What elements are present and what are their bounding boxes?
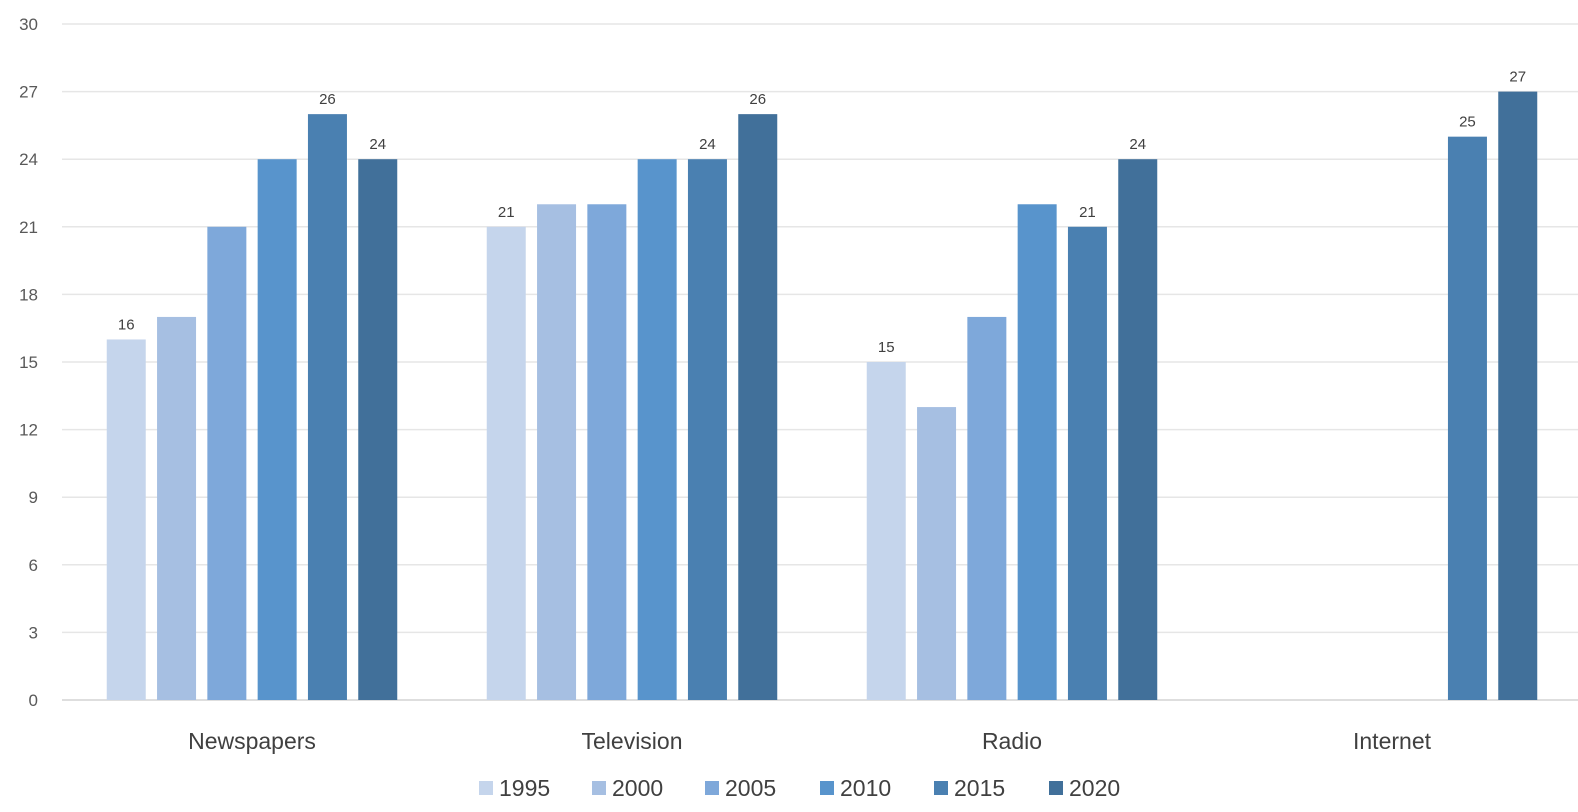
data-label: 26	[319, 91, 336, 108]
data-label: 15	[878, 339, 895, 356]
bar-television-2010	[637, 159, 677, 700]
bar-newspapers-2000	[157, 316, 197, 700]
bar-radio-2020	[1118, 159, 1158, 700]
data-label: 24	[1129, 136, 1146, 153]
legend-swatch-2000	[592, 781, 606, 795]
bar-television-1995	[486, 226, 526, 701]
bar-radio-2010	[1017, 204, 1057, 700]
y-tick-label: 3	[29, 623, 38, 642]
data-label: 26	[749, 91, 766, 108]
y-tick-label: 27	[19, 83, 38, 102]
x-tick-label-internet: Internet	[1353, 728, 1432, 754]
legend-label-2015: 2015	[954, 775, 1005, 801]
y-tick-label: 18	[19, 285, 38, 304]
bar-television-2005	[587, 204, 627, 700]
x-tick-label-radio: Radio	[982, 728, 1042, 754]
bar-radio-2000	[917, 407, 957, 700]
data-label: 24	[699, 136, 716, 153]
y-tick-label: 6	[29, 556, 38, 575]
data-label: 24	[369, 136, 386, 153]
bar-radio-1995	[866, 362, 906, 700]
x-tick-label-newspapers: Newspapers	[188, 728, 316, 754]
legend-swatch-1995	[479, 781, 493, 795]
legend: 1995 2000 2005 2010 2015 2020	[479, 775, 1120, 801]
y-tick-label: 24	[19, 150, 38, 169]
bar-newspapers-1995	[106, 339, 146, 700]
y-tick-label: 30	[19, 15, 38, 34]
bar-television-2020	[738, 114, 778, 701]
bar-newspapers-2015	[307, 114, 347, 701]
y-tick-label: 0	[29, 691, 38, 710]
bars	[106, 91, 1538, 701]
bar-radio-2005	[967, 316, 1007, 700]
data-label: 16	[118, 316, 135, 333]
data-label: 21	[498, 204, 515, 221]
x-axis-ticks: Newspapers Television Radio Internet	[188, 728, 1432, 754]
bar-newspapers-2020	[358, 159, 398, 700]
legend-label-1995: 1995	[499, 775, 550, 801]
legend-label-2000: 2000	[612, 775, 663, 801]
y-tick-label: 9	[29, 488, 38, 507]
legend-label-2020: 2020	[1069, 775, 1120, 801]
bar-television-2015	[687, 159, 727, 700]
data-label: 27	[1509, 69, 1526, 86]
y-axis-ticks: 0 3 6 9 12 15 18 21 24 27 30	[19, 15, 38, 710]
legend-swatch-2005	[705, 781, 719, 795]
bar-newspapers-2010	[257, 159, 297, 700]
legend-label-2005: 2005	[725, 775, 776, 801]
legend-swatch-2010	[820, 781, 834, 795]
data-label: 21	[1079, 204, 1096, 221]
y-tick-label: 15	[19, 353, 38, 372]
y-tick-label: 21	[19, 218, 38, 237]
legend-label-2010: 2010	[840, 775, 891, 801]
y-tick-label: 12	[19, 421, 38, 440]
legend-swatch-2020	[1049, 781, 1063, 795]
bar-radio-2015	[1067, 226, 1107, 701]
bar-television-2000	[537, 204, 577, 700]
data-label: 25	[1459, 114, 1476, 131]
legend-swatch-2015	[934, 781, 948, 795]
data-labels: 16 26 24 21 24 26 15 21 24 25 27	[118, 69, 1526, 356]
x-tick-label-television: Television	[582, 728, 683, 754]
bar-newspapers-2005	[207, 226, 247, 701]
bar-internet-2015	[1447, 136, 1487, 700]
bar-internet-2020	[1498, 91, 1538, 701]
